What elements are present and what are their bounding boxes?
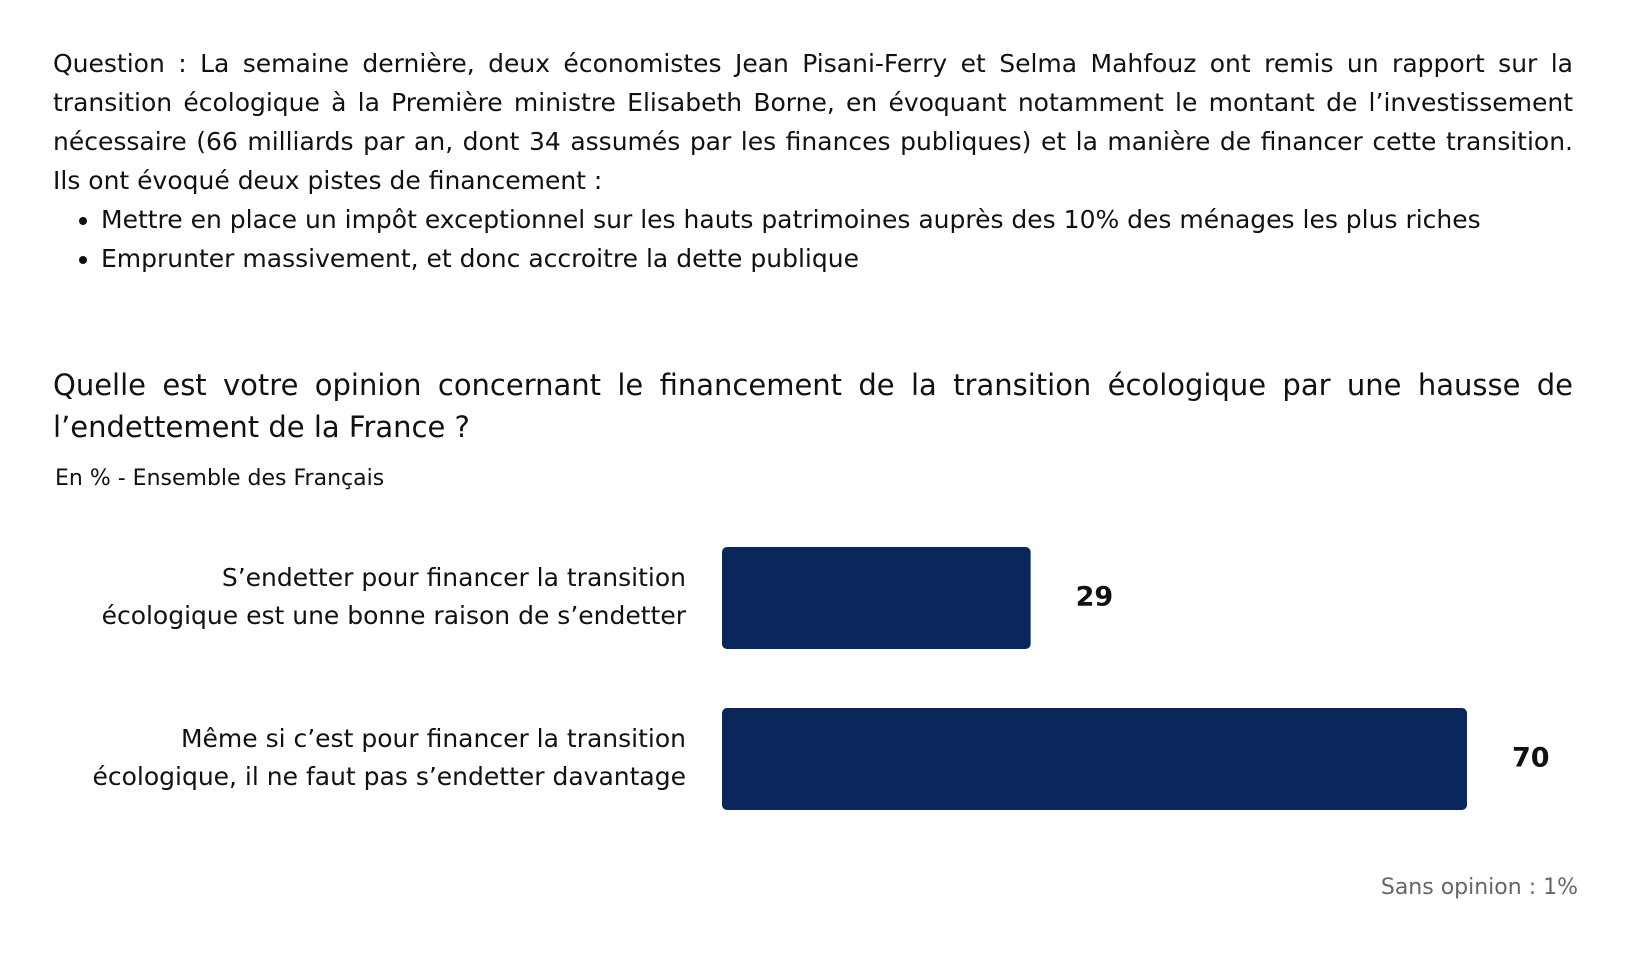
category-label-1: S’endetter pour financer la transition éc… xyxy=(102,563,687,630)
financing-option-tax: Mettre en place un impôt exceptionnel su… xyxy=(101,200,1573,239)
bar-1 xyxy=(722,547,1031,649)
financing-option-debt: Emprunter massivement, et donc accroitre… xyxy=(101,239,1573,278)
value-label-2: 70 xyxy=(1512,743,1550,774)
question-intro: Question : La semaine dernière, deux éco… xyxy=(53,44,1573,278)
chart-question: Quelle est votre opinion concernant le f… xyxy=(53,368,1573,444)
category-label-2-line-2: écologique, il ne faut pas s’endetter da… xyxy=(92,762,686,791)
no-opinion-footnote: Sans opinion : 1% xyxy=(1380,875,1578,900)
category-label-2-line-1: Même si c’est pour financer la transitio… xyxy=(181,724,686,753)
chart-subtitle: En % - Ensemble des Français xyxy=(55,466,385,491)
value-label-1: 29 xyxy=(1076,582,1114,613)
financing-options-list: Mettre en place un impôt exceptionnel su… xyxy=(53,200,1573,278)
category-label-2: Même si c’est pour financer la transitio… xyxy=(92,724,686,791)
category-label-1-line-1: S’endetter pour financer la transition xyxy=(222,563,686,592)
question-intro-text: Question : La semaine dernière, deux éco… xyxy=(53,49,1573,195)
category-label-1-line-2: écologique est une bonne raison de s’end… xyxy=(102,601,687,630)
bar-2 xyxy=(722,708,1467,810)
